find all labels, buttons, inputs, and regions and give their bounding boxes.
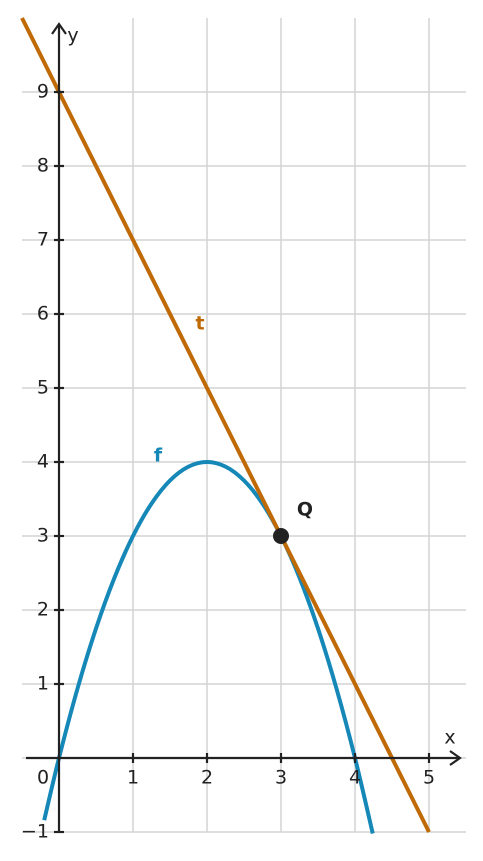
x-axis-label: x — [444, 727, 455, 749]
point-label: Q — [297, 499, 313, 521]
x-tick-label: 3 — [275, 767, 287, 789]
x-tick-label: 2 — [201, 767, 213, 789]
x-tick-label: 1 — [127, 767, 139, 789]
grid — [22, 18, 466, 833]
curve-label: f — [154, 445, 163, 467]
y-tick-label: 4 — [37, 451, 49, 473]
y-tick-label: 2 — [37, 599, 49, 621]
curve-label: t — [195, 313, 204, 335]
y-tick-label: 3 — [37, 525, 49, 547]
y-tick-label: 7 — [37, 229, 49, 251]
function-curve — [20, 17, 431, 833]
y-tick-label: 5 — [37, 377, 49, 399]
x-tick-label: 4 — [349, 767, 361, 789]
y-axis-label: y — [67, 25, 78, 47]
point — [273, 528, 289, 544]
x-tick-label: 0 — [37, 767, 49, 789]
y-tick-label: 1 — [37, 673, 49, 695]
x-axis-arrow — [449, 750, 462, 766]
curves: f t Q — [20, 17, 431, 834]
y-axis-arrow — [51, 22, 67, 35]
x-tick-label: 5 — [423, 767, 435, 789]
y-tick-label: 6 — [37, 303, 49, 325]
y-tick-label: 8 — [37, 155, 49, 177]
y-tick-label: −1 — [21, 821, 49, 843]
y-tick-label: 9 — [37, 81, 49, 103]
function-curve — [42, 459, 375, 834]
